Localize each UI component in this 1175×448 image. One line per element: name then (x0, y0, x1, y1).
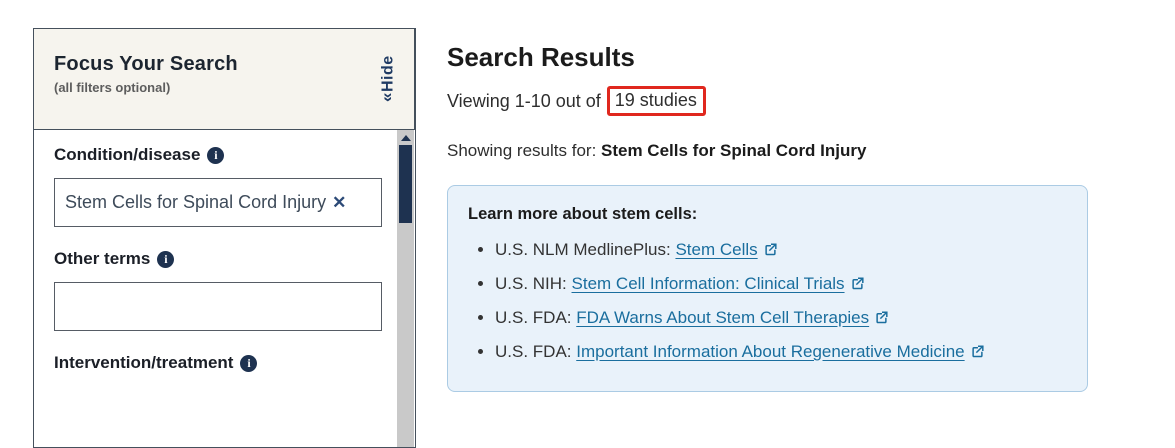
collapse-chevron-icon: « (377, 92, 396, 103)
focus-your-search-panel: Focus Your Search (all filters optional)… (33, 28, 416, 448)
page-title: Search Results (447, 42, 635, 72)
hide-panel-button[interactable]: « Hide (363, 29, 415, 129)
other-terms-label-text: Other terms (54, 249, 151, 268)
fda-regenerative-medicine-link[interactable]: Important Information About Regenerative… (576, 342, 965, 361)
scrollbar-thumb[interactable] (399, 145, 412, 223)
result-count: 19 studies (614, 90, 697, 110)
link-source-text: U.S. NLM MedlinePlus: (495, 240, 676, 259)
filter-panel-subtitle: (all filters optional) (54, 80, 171, 95)
filter-panel-header: Focus Your Search (all filters optional)… (34, 29, 415, 130)
showing-prefix: Showing results for: (447, 141, 602, 160)
intervention-treatment-label: Intervention/treatment i (54, 353, 375, 373)
result-count-annotation-box: 19 studies (606, 86, 706, 116)
results-count-line: Viewing 1-10 out of 19 studies (447, 86, 1127, 116)
condition-info-icon[interactable]: i (207, 146, 225, 164)
search-results-section: Search Results Viewing 1-10 out of 19 st… (447, 42, 1127, 392)
intervention-treatment-label-text: Intervention/treatment (54, 353, 234, 372)
nih-stem-cell-information-link[interactable]: Stem Cell Information: Clinical Trials (571, 274, 845, 293)
filter-panel-title: Focus Your Search (54, 53, 238, 75)
list-item: U.S. FDA: FDA Warns About Stem Cell Ther… (495, 302, 1067, 336)
intervention-info-icon[interactable]: i (240, 354, 258, 372)
external-link-icon (850, 270, 865, 302)
callout-heading: Learn more about stem cells: (468, 205, 698, 223)
link-source-text: U.S. FDA: (495, 308, 577, 327)
external-link-icon (763, 236, 778, 268)
link-source-text: U.S. NIH: (495, 274, 572, 293)
condition-chip-text: Stem Cells for Spinal Cord Injury (65, 192, 327, 212)
list-item: U.S. FDA: Important Information About Re… (495, 336, 1067, 370)
other-terms-label: Other terms i (54, 249, 375, 269)
filter-panel-body: Condition/disease i Stem Cells for Spina… (34, 130, 415, 447)
other-terms-input[interactable] (54, 282, 382, 331)
external-link-icon (874, 304, 889, 336)
clear-condition-icon[interactable]: ✕ (332, 193, 347, 212)
other-terms-info-icon[interactable]: i (157, 250, 175, 268)
scroll-up-icon[interactable] (400, 135, 411, 141)
condition-disease-input[interactable]: Stem Cells for Spinal Cord Injury ✕ (54, 178, 382, 227)
showing-results-line: Showing results for: Stem Cells for Spin… (447, 141, 1127, 161)
link-source-text: U.S. FDA: (495, 342, 577, 361)
medlineplus-stem-cells-link[interactable]: Stem Cells (675, 240, 758, 259)
fda-warns-stem-cell-therapies-link[interactable]: FDA Warns About Stem Cell Therapies (576, 308, 870, 327)
callout-link-list: U.S. NLM MedlinePlus: Stem Cells U.S. NI… (468, 234, 1067, 370)
hide-button-label: Hide (379, 55, 397, 93)
condition-disease-label-text: Condition/disease (54, 145, 201, 164)
filter-panel-scrollbar[interactable] (397, 130, 414, 447)
external-link-icon (970, 338, 985, 370)
search-query-text: Stem Cells for Spinal Cord Injury (601, 141, 867, 160)
filter-header-text: Focus Your Search (all filters optional) (34, 29, 363, 129)
learn-more-callout: Learn more about stem cells: U.S. NLM Me… (447, 185, 1088, 392)
viewing-prefix: Viewing 1-10 out of (447, 90, 601, 111)
list-item: U.S. NLM MedlinePlus: Stem Cells (495, 234, 1067, 268)
list-item: U.S. NIH: Stem Cell Information: Clinica… (495, 268, 1067, 302)
condition-disease-label: Condition/disease i (54, 145, 375, 165)
